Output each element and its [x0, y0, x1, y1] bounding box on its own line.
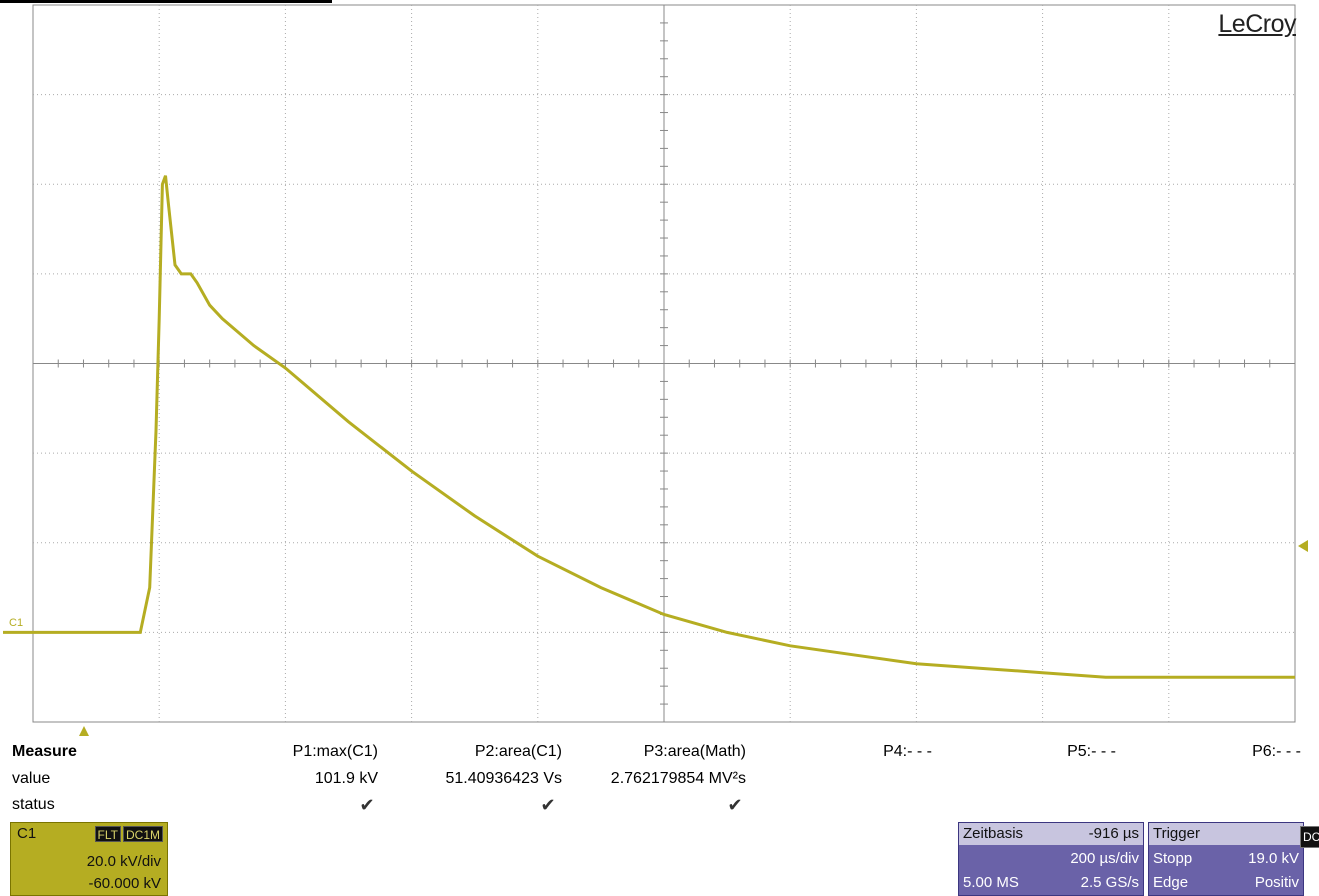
- measure-title[interactable]: Measure: [12, 743, 77, 760]
- oscilloscope-grid: C1: [3, 4, 1308, 736]
- trigger-level-marker: [1298, 540, 1308, 552]
- param-p6-name[interactable]: P6:- - -: [1252, 743, 1301, 760]
- trigger-slope: Positiv: [1254, 874, 1299, 891]
- trigger-mode: Stopp: [1153, 850, 1193, 867]
- channel-volts-div: 20.0 kV/div: [86, 853, 161, 870]
- trigger-descriptor[interactable]: Trigger C1 DC Stopp 19.0 kV Edge Positiv: [1148, 822, 1319, 896]
- measure-value-label: value: [12, 770, 51, 787]
- param-p5-name[interactable]: P5:- - -: [1067, 743, 1116, 760]
- channel-filter-tag: FLT: [94, 826, 121, 842]
- param-p2-name[interactable]: P2:area(C1): [474, 743, 562, 760]
- trigger-title: Trigger: [1153, 825, 1200, 842]
- param-p2-value: 51.40936423 Vs: [445, 770, 562, 787]
- channel-c1-descriptor[interactable]: C1 FLT DC1M 20.0 kV/div -60.000 kV: [10, 822, 168, 896]
- channel-coupling-tag: DC1M: [122, 826, 163, 842]
- param-p4-name[interactable]: P4:- - -: [883, 743, 932, 760]
- channel-offset: -60.000 kV: [88, 875, 161, 892]
- trigger-coupling-tag: DC: [1300, 826, 1319, 848]
- trigger-header: [1149, 823, 1303, 845]
- param-p1-value: 101.9 kV: [314, 770, 378, 787]
- graticule-ticks: [3, 4, 1296, 723]
- param-p1-status-check-icon: ✔: [359, 795, 375, 815]
- param-p1-name[interactable]: P1:max(C1): [292, 743, 378, 760]
- timebase-delay: -916 µs: [1088, 825, 1139, 842]
- brand-logo: LeCroy: [1218, 10, 1296, 38]
- timebase-samples: 5.00 MS: [963, 874, 1019, 891]
- param-p3-status-check-icon: ✔: [727, 795, 743, 815]
- c1-trace: [33, 175, 1295, 679]
- timebase-title: Zeitbasis: [963, 825, 1024, 842]
- timebase-descriptor[interactable]: Zeitbasis -916 µs 200 µs/div 5.00 MS 2.5…: [958, 822, 1144, 896]
- timebase-time-div: 200 µs/div: [1070, 850, 1139, 867]
- channel-c1-label: C1: [17, 825, 37, 842]
- trigger-type: Edge: [1153, 874, 1189, 891]
- param-p3-value: 2.762179854 MV²s: [610, 770, 746, 787]
- param-p3-name[interactable]: P3:area(Math): [643, 743, 746, 760]
- c1-trace-label: C1: [9, 617, 23, 629]
- trigger-position-marker: [79, 726, 89, 736]
- param-p2-status-check-icon: ✔: [540, 795, 556, 815]
- measure-status-label: status: [12, 796, 55, 813]
- trigger-level: 19.0 kV: [1248, 850, 1299, 867]
- top-border-line: [0, 0, 332, 3]
- timebase-rate: 2.5 GS/s: [1080, 874, 1139, 891]
- channel-tags: FLT DC1M: [94, 826, 163, 842]
- timebase-header: [959, 823, 1143, 845]
